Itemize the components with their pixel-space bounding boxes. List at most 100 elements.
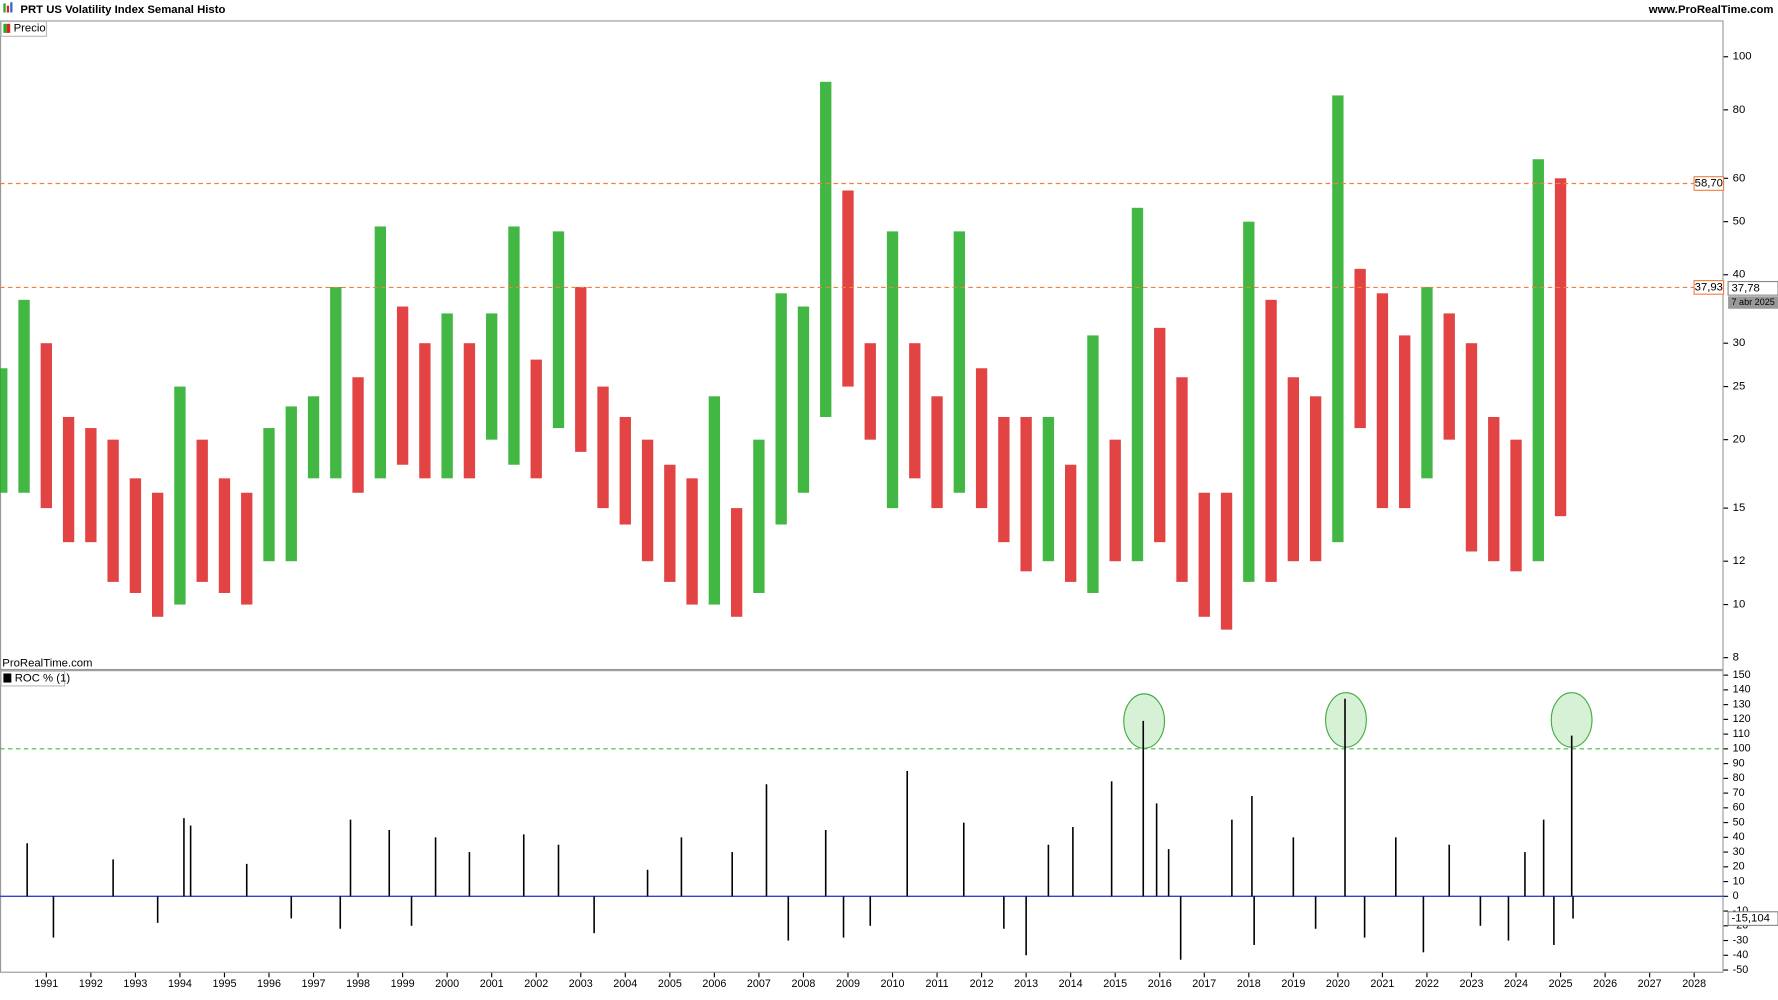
price-bar	[463, 343, 476, 479]
logo	[10, 2, 13, 13]
y-tick-label: 8	[1733, 652, 1739, 664]
x-tick-label: 2012	[970, 978, 994, 990]
logo	[6, 5, 10, 13]
x-tick-label: 1999	[391, 978, 415, 990]
price-bar	[174, 386, 186, 605]
price-bar	[775, 293, 787, 525]
price-bar	[40, 343, 52, 509]
price-bar	[218, 478, 231, 593]
legend-swatch	[3, 23, 7, 33]
price-bar	[85, 428, 97, 543]
y-tick-label: 20	[1733, 434, 1746, 446]
x-tick-label: 2005	[658, 978, 682, 990]
y-tick-label: 140	[1733, 684, 1751, 696]
price-bar	[1309, 396, 1322, 562]
x-tick-label: 2023	[1460, 978, 1484, 990]
price-bar	[374, 226, 387, 479]
price-bar	[486, 313, 498, 440]
highlight-circle	[1123, 693, 1166, 749]
price-bar	[0, 368, 8, 493]
price-bar	[1421, 286, 1433, 479]
x-tick-label: 2020	[1326, 978, 1350, 990]
y-tick-label: 12	[1733, 555, 1746, 567]
level-label: 37,93	[1695, 281, 1723, 293]
price-bar	[708, 396, 721, 605]
legend-swatch	[3, 673, 12, 683]
highlight-circle	[1324, 692, 1367, 748]
x-tick-label: 2011	[925, 978, 948, 990]
price-bar	[886, 231, 899, 509]
price-bar	[619, 416, 631, 525]
price-bar	[552, 231, 565, 429]
price-bar	[530, 359, 542, 479]
last-date-box	[1728, 296, 1778, 309]
x-tick-label: 1997	[302, 978, 326, 990]
price-bar	[1488, 416, 1500, 562]
y-tick-label: 130	[1733, 698, 1751, 710]
price-bar	[1532, 159, 1544, 562]
price-bar	[842, 190, 854, 387]
x-tick-label: 1998	[346, 978, 370, 990]
price-bar	[330, 286, 342, 479]
price-bar	[1087, 335, 1099, 593]
price-bar	[307, 396, 320, 479]
legend-box	[0, 20, 48, 37]
x-tick-label: 2028	[1682, 978, 1706, 990]
x-tick-label: 2021	[1370, 978, 1394, 990]
price-bar	[1131, 207, 1144, 562]
watermark: ProRealTime.com	[2, 657, 92, 669]
x-tick-label: 2010	[881, 978, 905, 990]
x-tick-label: 2007	[747, 978, 771, 990]
y-tick-label: 60	[1733, 172, 1746, 184]
price-bar	[1287, 377, 1300, 562]
price-bar	[730, 508, 743, 617]
y-tick-label: 110	[1733, 728, 1750, 740]
y-tick-label: -50	[1733, 964, 1749, 976]
x-tick-label: 2027	[1638, 978, 1662, 990]
x-tick-label: 1995	[212, 978, 236, 990]
chart-title: PRT US Volatility Index Semanal Histo	[20, 4, 225, 16]
price-bar	[441, 313, 453, 479]
price-bar	[1154, 327, 1166, 543]
last-value-box	[1727, 911, 1778, 926]
price-bar	[196, 439, 208, 582]
y-tick-label: 150	[1733, 669, 1751, 681]
price-bar	[953, 231, 965, 493]
y-tick-label: 60	[1733, 802, 1745, 814]
price-bar	[129, 478, 142, 593]
y-tick-label: 80	[1733, 104, 1746, 116]
price-bar	[909, 343, 921, 479]
last-value-box	[1727, 280, 1778, 296]
price-bar	[1176, 377, 1188, 582]
x-tick-label: 1992	[79, 978, 103, 990]
site-name: www.ProRealTime.com	[1648, 4, 1774, 16]
price-bar	[1332, 95, 1344, 543]
y-tick-label: 50	[1733, 816, 1745, 828]
y-tick-label: 20	[1733, 861, 1745, 873]
last-value-label: -15,104	[1732, 913, 1770, 925]
y-tick-label: -40	[1733, 949, 1749, 961]
x-tick-label: 2017	[1192, 978, 1216, 990]
legend-box	[0, 670, 66, 687]
x-tick-label: 2019	[1281, 978, 1305, 990]
level-label-box	[1693, 280, 1725, 295]
price-bar	[1465, 343, 1478, 552]
price-bar	[1109, 439, 1121, 562]
last-value-label: 37,78	[1732, 282, 1760, 294]
x-tick-label: 2003	[569, 978, 593, 990]
level-label-box	[1693, 176, 1725, 191]
x-tick-label: 2015	[1103, 978, 1127, 990]
price-bar	[18, 299, 30, 493]
price-bar	[975, 368, 988, 509]
price-bar	[1554, 178, 1567, 517]
price-bar	[686, 478, 698, 605]
price-bar	[151, 492, 164, 617]
price-bar	[575, 286, 587, 452]
price-bar	[797, 306, 810, 493]
price-bar	[820, 81, 832, 417]
x-tick-label: 1996	[257, 978, 281, 990]
y-tick-label: 10	[1733, 599, 1746, 611]
logo	[3, 3, 6, 13]
x-tick-label: 1993	[123, 978, 147, 990]
